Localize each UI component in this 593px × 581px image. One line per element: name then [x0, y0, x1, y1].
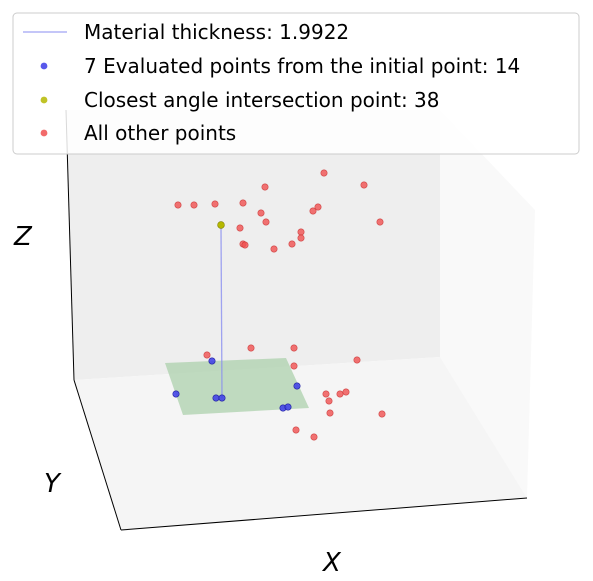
z-axis-label: Z	[13, 222, 33, 252]
other-point-9	[309, 207, 317, 215]
evaluated-point-2	[293, 382, 301, 390]
evaluated-point-3	[172, 390, 180, 398]
legend: Material thickness: 1.9922 7 Evaluated po…	[12, 12, 580, 155]
legend-box	[12, 12, 580, 155]
bounding-plane	[165, 358, 309, 415]
other-point-31	[292, 426, 300, 434]
legend-label-3: Closest angle intersection point: 38	[84, 88, 440, 112]
other-point-20	[203, 351, 211, 359]
other-point-22	[290, 344, 298, 352]
other-point-18	[270, 245, 278, 253]
other-point-11	[236, 224, 244, 232]
other-point-1	[174, 201, 182, 209]
other-point-12	[262, 218, 270, 226]
right-pane	[440, 110, 535, 498]
other-point-30	[378, 410, 386, 418]
back-pane	[66, 110, 440, 380]
other-point-17	[241, 241, 249, 249]
other-point-7	[360, 181, 368, 189]
other-point-32	[310, 433, 318, 441]
other-point-6	[320, 169, 328, 177]
z-axis-line	[65, 109, 75, 381]
x-axis-line	[120, 497, 528, 531]
evaluated-point-7	[284, 403, 292, 411]
legend-swatch-4	[40, 129, 48, 137]
other-point-27	[336, 390, 344, 398]
legend-label-4: All other points	[84, 121, 236, 145]
other-point-23	[353, 356, 361, 364]
other-point-29	[326, 409, 334, 417]
material-thickness-line	[220, 225, 223, 399]
other-point-26	[325, 397, 333, 405]
other-point-3	[211, 200, 219, 208]
evaluated-point-5	[218, 394, 226, 402]
legend-label-2: 7 Evaluated points from the initial poin…	[84, 54, 520, 78]
legend-swatch-3	[40, 96, 48, 104]
x-axis-label: X	[321, 548, 342, 578]
axes-panes	[66, 110, 535, 530]
evaluated-point-4	[212, 394, 220, 402]
other-point-21	[247, 344, 255, 352]
other-point-4	[239, 199, 247, 207]
y-axis-label: Y	[44, 469, 62, 499]
closest-intersection-point	[217, 221, 225, 229]
other-point-25	[322, 390, 330, 398]
other-point-10	[314, 203, 322, 211]
plot-area	[165, 169, 386, 441]
other-point-8	[257, 209, 265, 217]
other-point-14	[297, 234, 305, 242]
other-point-28	[342, 388, 350, 396]
evaluated-point-1	[208, 357, 216, 365]
legend-swatch-2	[40, 62, 48, 70]
other-point-19	[376, 218, 384, 226]
other-point-24	[290, 362, 298, 370]
other-point-2	[190, 201, 198, 209]
other-point-13	[297, 228, 305, 236]
legend-label-1: Material thickness: 1.9922	[84, 20, 349, 44]
axes-lines	[65, 109, 528, 531]
other-point-15	[288, 240, 296, 248]
other-point-5	[261, 183, 269, 191]
y-axis-line	[73, 379, 122, 531]
